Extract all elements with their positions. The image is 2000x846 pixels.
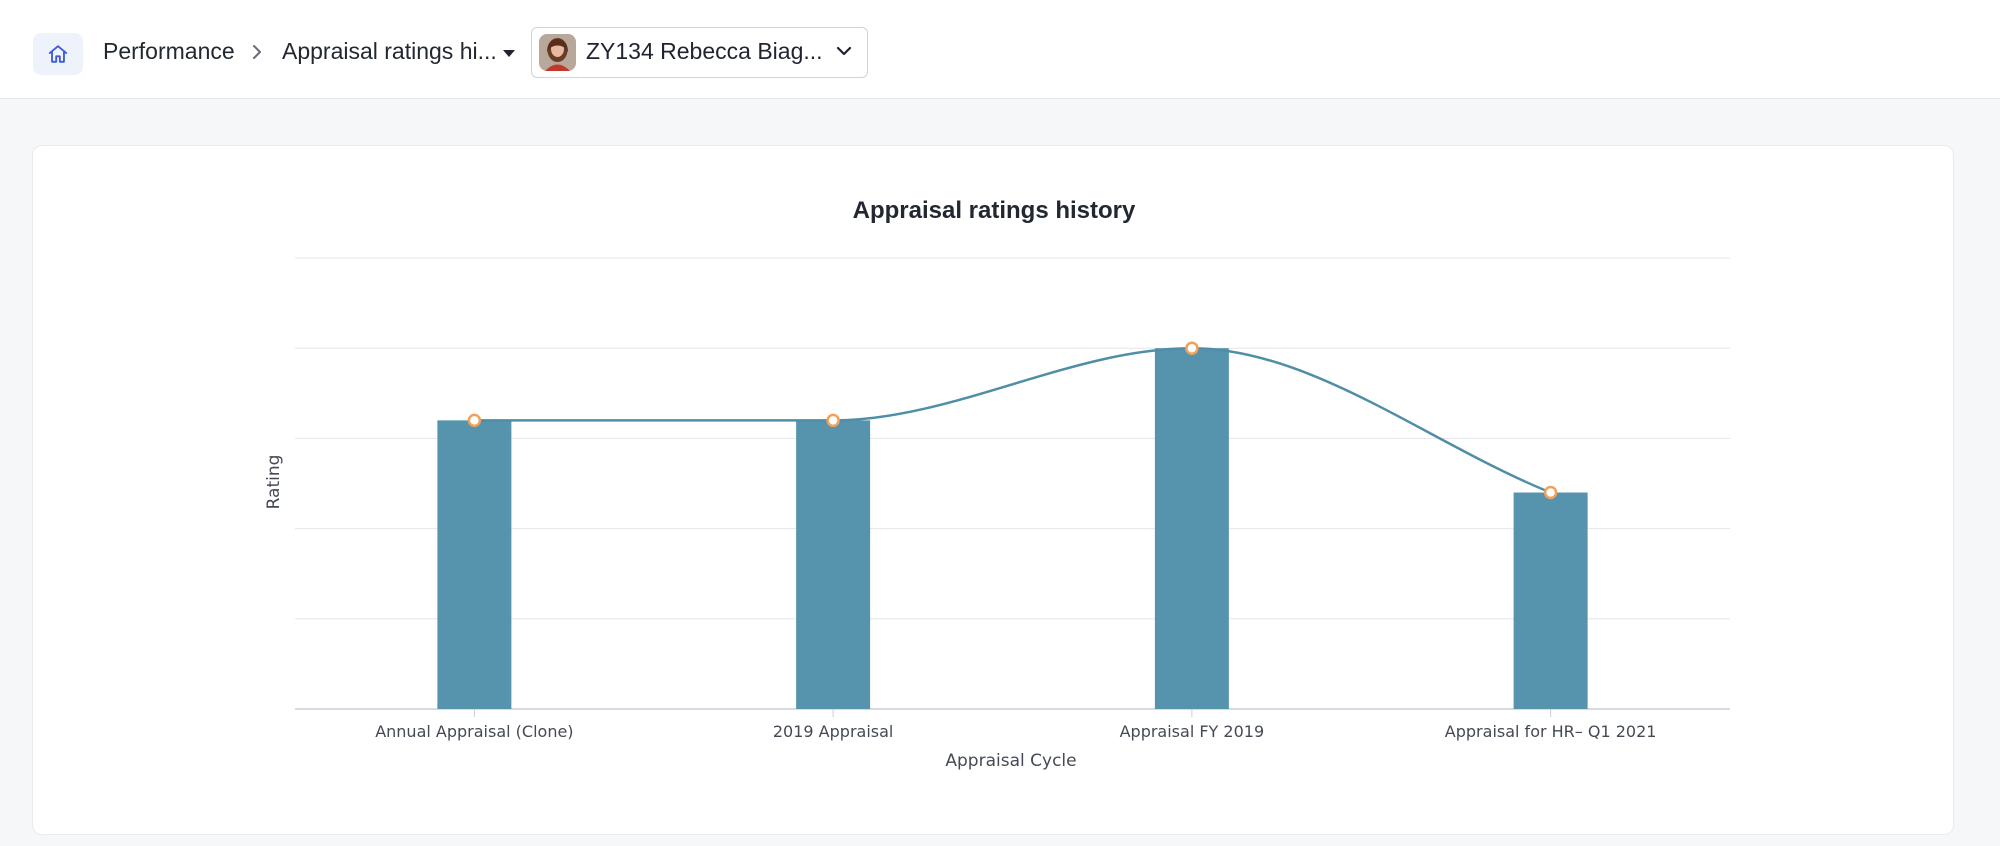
data-point-3 <box>1185 341 1199 355</box>
employee-selector[interactable]: ZY134 Rebecca Biag... <box>531 27 868 78</box>
bar-2 <box>796 420 871 709</box>
breadcrumb-current-page[interactable]: Appraisal ratings hi... <box>282 38 497 64</box>
chart-title: Appraisal ratings history <box>853 197 1136 224</box>
x-tick-label-3: Appraisal FY 2019 <box>1120 722 1265 741</box>
x-tick-label-4: Appraisal for HR– Q1 2021 <box>1445 722 1657 741</box>
caret-down-icon[interactable] <box>503 50 515 57</box>
bars <box>437 348 1588 709</box>
trend-line <box>474 346 1552 494</box>
x-axis-label: Appraisal Cycle <box>945 751 1076 771</box>
x-tick-labels: Annual Appraisal (Clone) 2019 Appraisal Ap… <box>375 709 1656 741</box>
x-tick-label-1: Annual Appraisal (Clone) <box>375 722 573 741</box>
chevron-right-icon <box>253 45 261 59</box>
data-point-4 <box>1543 485 1558 500</box>
employee-name: ZY134 Rebecca Biag... <box>586 38 823 64</box>
chart-card: Appraisal ratings history Annual Apprais… <box>32 145 1954 835</box>
bar-3 <box>1154 348 1229 709</box>
breadcrumb-performance[interactable]: Performance <box>103 38 235 64</box>
data-point-1 <box>467 413 482 428</box>
grid-lines <box>295 257 1730 710</box>
y-axis-label: Rating <box>264 455 284 510</box>
bar-1 <box>437 420 512 709</box>
bar-4 <box>1513 492 1588 709</box>
ratings-chart: Appraisal ratings history Annual Apprais… <box>264 197 1730 771</box>
home-icon <box>48 45 68 63</box>
top-bar: Performance Appraisal ratings hi... ZY13… <box>0 0 2000 99</box>
home-button[interactable] <box>33 33 83 75</box>
x-tick-label-2: 2019 Appraisal <box>773 722 893 741</box>
trend-line-path <box>474 346 1552 494</box>
chevron-down-icon <box>836 46 852 56</box>
data-points <box>467 341 1558 500</box>
data-point-2 <box>826 413 840 428</box>
avatar <box>539 34 576 71</box>
